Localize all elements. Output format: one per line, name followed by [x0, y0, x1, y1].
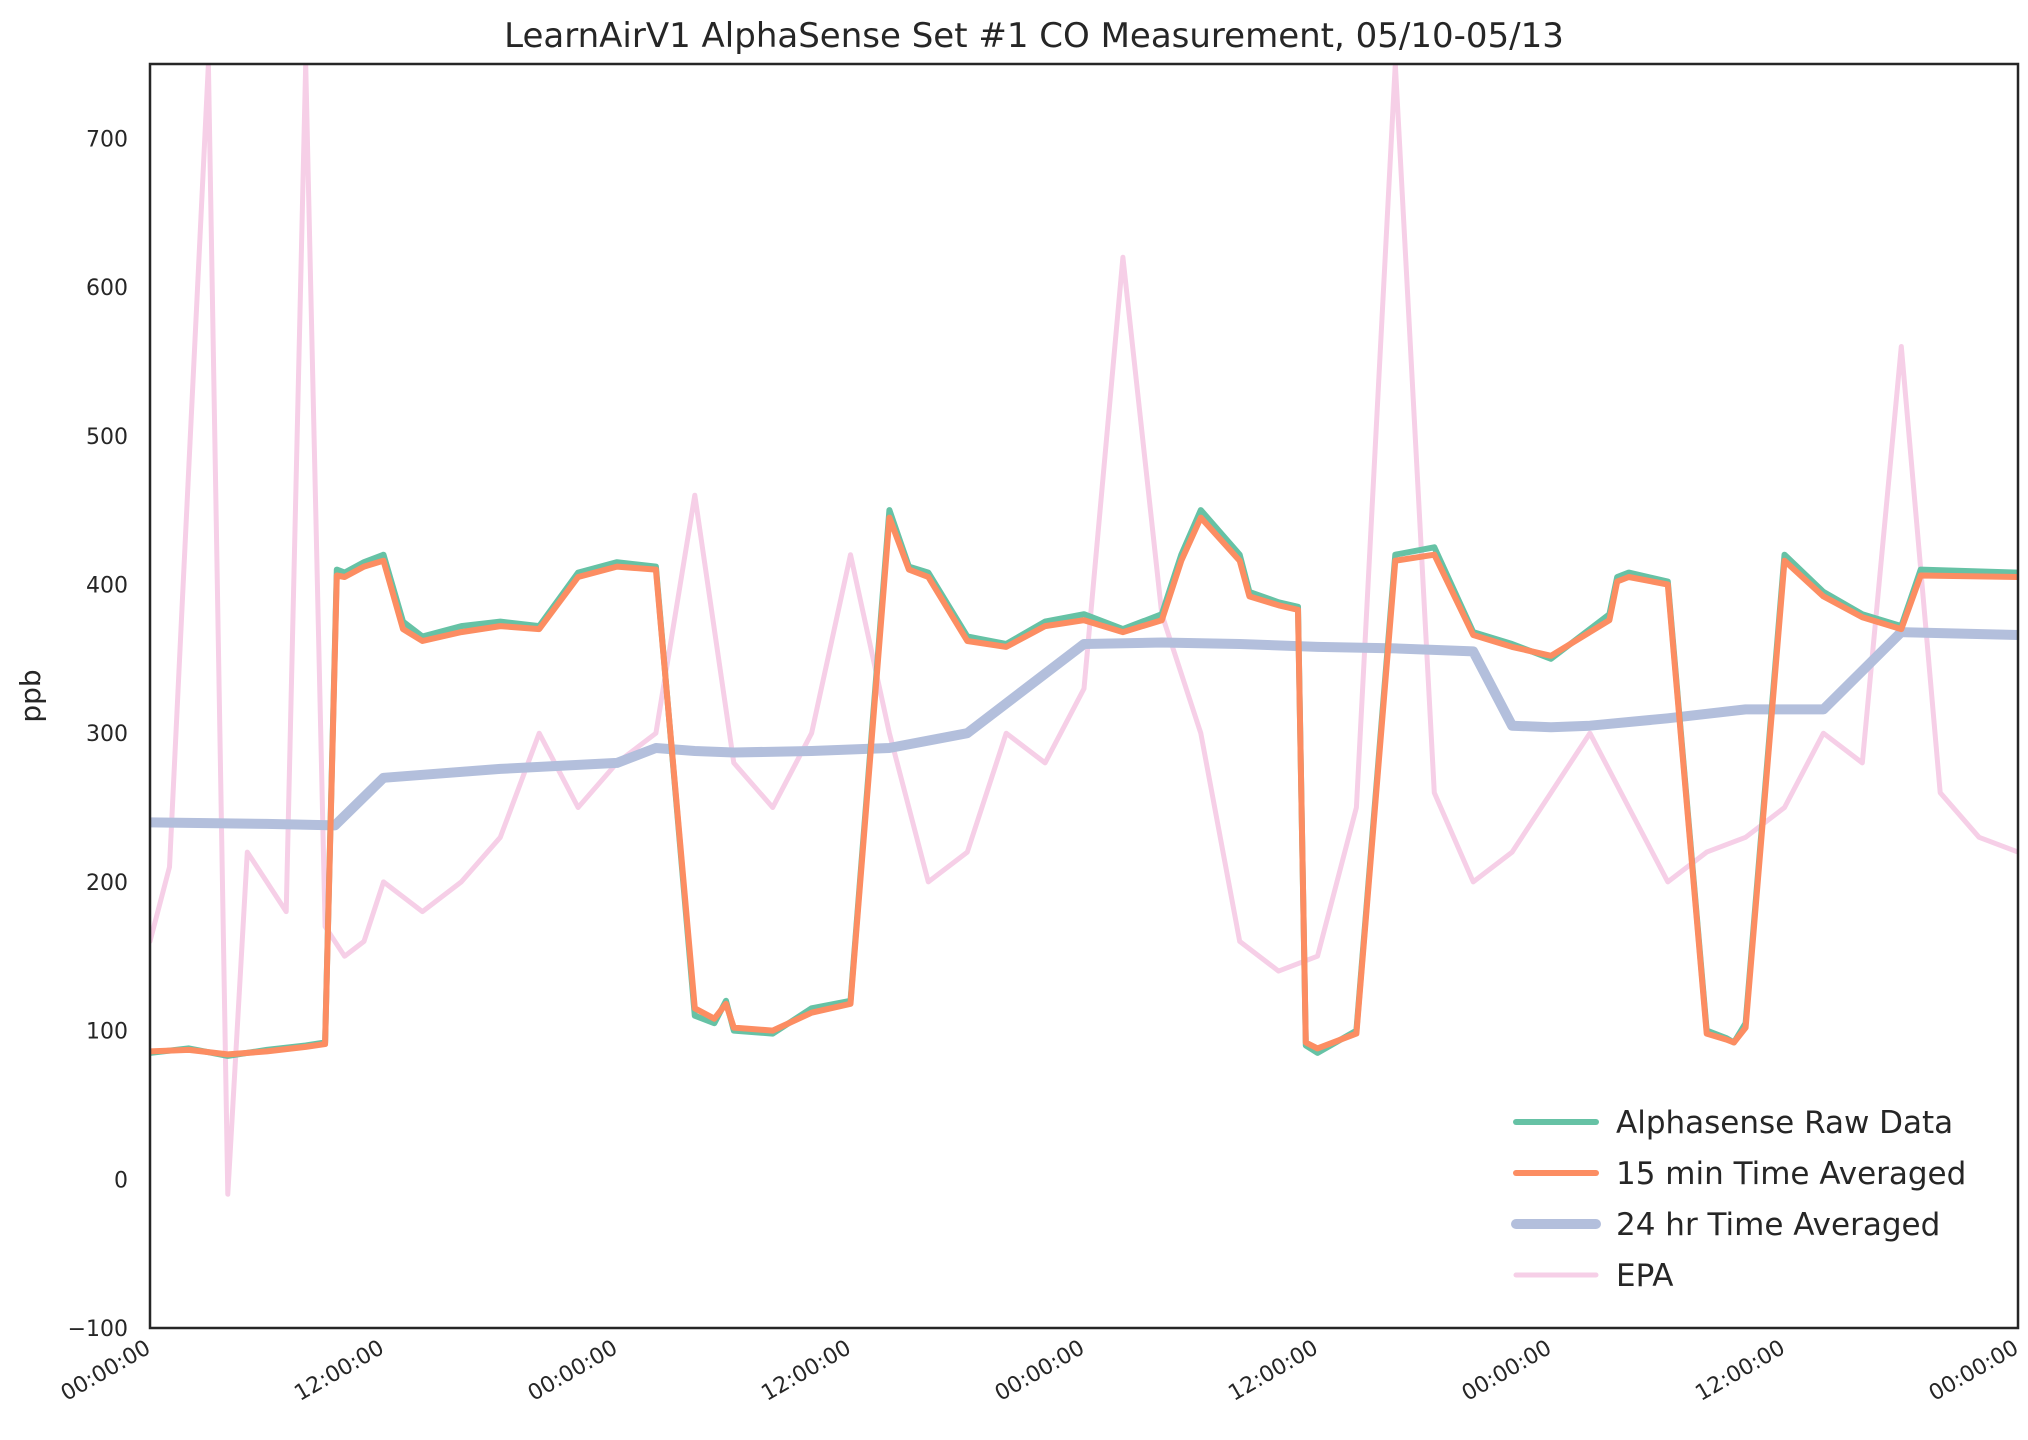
- x-tick-label: 00:00:00: [57, 1336, 155, 1407]
- x-tick-label: 00:00:00: [991, 1336, 1089, 1407]
- y-tick-label: 0: [114, 1168, 128, 1193]
- x-axis: 00:00:00 12:00:00 00:00:00 12:00:00 00:00:00…: [57, 1336, 2023, 1407]
- y-axis-label: ppb: [14, 669, 47, 722]
- series-layer: [150, 64, 2018, 1197]
- y-tick-label: 100: [86, 1020, 128, 1045]
- legend-label: 24 hr Time Averaged: [1616, 1207, 1940, 1243]
- y-tick-label: 400: [86, 573, 128, 598]
- series-line-3: [150, 64, 2018, 1197]
- x-tick-label: 00:00:00: [1925, 1336, 2023, 1407]
- plot-frame: [148, 62, 2020, 1330]
- chart-title: LearnAirV1 AlphaSense Set #1 CO Measurem…: [504, 16, 1564, 56]
- y-tick-label: 600: [86, 276, 128, 301]
- series-line-2: [150, 627, 2018, 831]
- y-tick-label: 500: [86, 425, 128, 450]
- x-tick-label: 12:00:00: [290, 1336, 388, 1407]
- x-tick-label: 12:00:00: [757, 1336, 855, 1407]
- y-tick-label: 200: [86, 871, 128, 896]
- legend-label: Alphasense Raw Data: [1616, 1105, 1953, 1141]
- x-tick-label: 12:00:00: [1224, 1336, 1322, 1407]
- y-axis: −100 0 100 200 300 400 500 600 700: [68, 127, 128, 1342]
- legend-label: EPA: [1616, 1258, 1674, 1294]
- y-tick-label: 300: [86, 722, 128, 747]
- x-tick-label: 12:00:00: [1691, 1336, 1789, 1407]
- x-tick-label: 00:00:00: [1458, 1336, 1556, 1407]
- x-tick-label: 00:00:00: [524, 1336, 622, 1407]
- y-tick-label: 700: [86, 127, 128, 152]
- series-line-0: [150, 507, 2018, 1059]
- legend-label: 15 min Time Averaged: [1616, 1156, 1966, 1192]
- series-line-1: [150, 514, 2018, 1058]
- legend: Alphasense Raw Data 15 min Time Averaged 2…: [1511, 1105, 1966, 1294]
- y-tick-label: −100: [68, 1317, 128, 1342]
